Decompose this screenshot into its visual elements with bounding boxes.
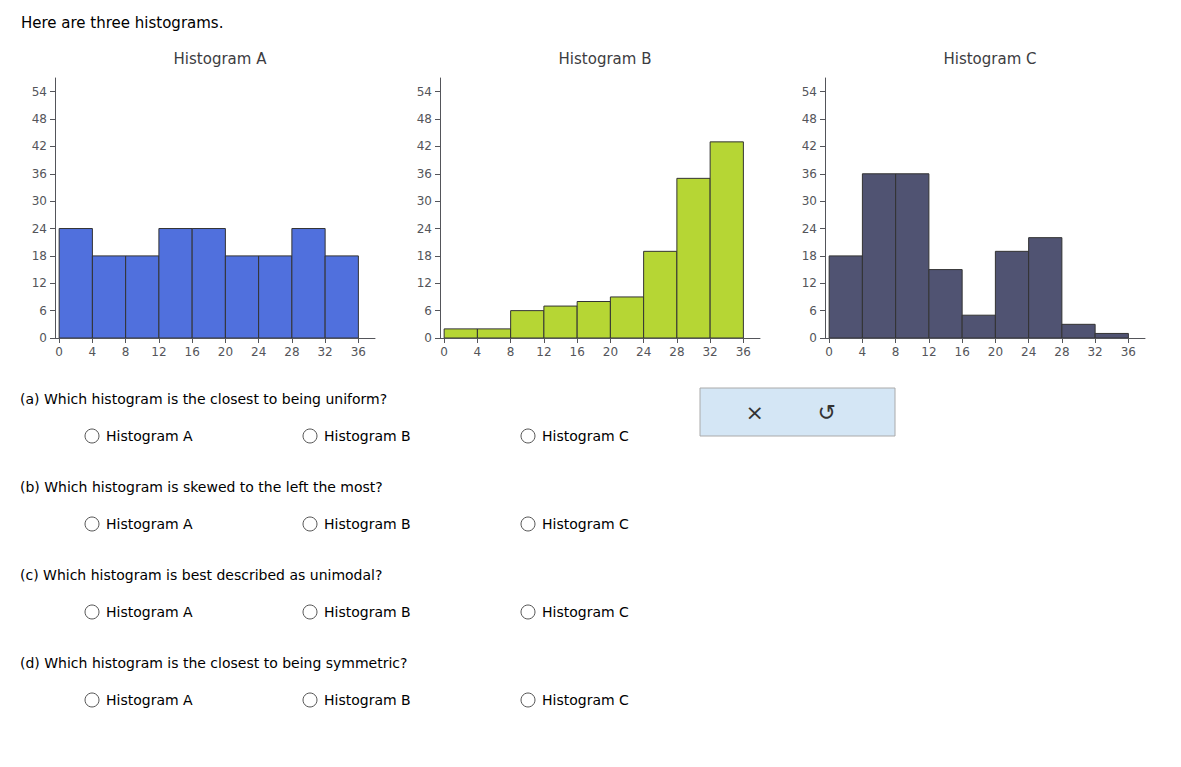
svg-text:Histogram B: Histogram B — [324, 604, 411, 620]
svg-text:42: 42 — [417, 139, 432, 153]
svg-text:0: 0 — [825, 345, 833, 359]
svg-text:20: 20 — [603, 345, 618, 359]
svg-text:0: 0 — [809, 331, 817, 345]
svg-text:54: 54 — [802, 85, 817, 99]
svg-text:36: 36 — [802, 167, 817, 181]
svg-text:0: 0 — [39, 331, 47, 345]
svg-text:20: 20 — [218, 345, 233, 359]
svg-text:48: 48 — [32, 112, 47, 126]
svg-text:42: 42 — [802, 139, 817, 153]
svg-text:30: 30 — [32, 194, 47, 208]
svg-text:36: 36 — [417, 167, 432, 181]
svg-text:16: 16 — [955, 345, 970, 359]
svg-text:24: 24 — [32, 222, 47, 236]
svg-text:12: 12 — [802, 276, 817, 290]
svg-text:Histogram B: Histogram B — [324, 692, 411, 708]
svg-text:24: 24 — [636, 345, 651, 359]
svg-text:30: 30 — [802, 194, 817, 208]
svg-text:↺: ↺ — [818, 400, 836, 425]
svg-text:48: 48 — [802, 112, 817, 126]
svg-text:0: 0 — [55, 345, 63, 359]
svg-text:54: 54 — [32, 85, 47, 99]
svg-text:0: 0 — [440, 345, 448, 359]
svg-text:6: 6 — [809, 304, 817, 318]
svg-text:24: 24 — [417, 222, 432, 236]
svg-text:18: 18 — [417, 249, 432, 263]
svg-text:8: 8 — [507, 345, 515, 359]
svg-text:12: 12 — [536, 345, 551, 359]
svg-text:Histogram A: Histogram A — [106, 604, 193, 620]
svg-text:30: 30 — [417, 194, 432, 208]
svg-text:4: 4 — [89, 345, 97, 359]
svg-text:12: 12 — [151, 345, 166, 359]
svg-text:6: 6 — [39, 304, 47, 318]
svg-text:18: 18 — [802, 249, 817, 263]
svg-text:6: 6 — [424, 304, 432, 318]
svg-text:Histogram A: Histogram A — [106, 428, 193, 444]
svg-text:4: 4 — [859, 345, 867, 359]
svg-text:42: 42 — [32, 139, 47, 153]
svg-text:54: 54 — [417, 85, 432, 99]
svg-text:Histogram C: Histogram C — [542, 604, 629, 620]
svg-text:×: × — [745, 400, 763, 425]
svg-text:12: 12 — [32, 276, 47, 290]
svg-text:28: 28 — [1054, 345, 1069, 359]
svg-text:(a) Which histogram is the clo: (a) Which histogram is the closest to be… — [20, 391, 387, 407]
svg-text:28: 28 — [284, 345, 299, 359]
svg-text:Histogram C: Histogram C — [542, 692, 629, 708]
svg-text:24: 24 — [1021, 345, 1036, 359]
svg-text:8: 8 — [122, 345, 130, 359]
svg-text:24: 24 — [802, 222, 817, 236]
svg-text:Histogram C: Histogram C — [943, 50, 1036, 68]
svg-text:16: 16 — [185, 345, 200, 359]
svg-text:24: 24 — [251, 345, 266, 359]
svg-text:36: 36 — [736, 345, 751, 359]
svg-text:36: 36 — [32, 167, 47, 181]
svg-text:(b) Which histogram is skewed: (b) Which histogram is skewed to the lef… — [20, 479, 383, 495]
svg-text:32: 32 — [1087, 345, 1102, 359]
svg-text:8: 8 — [892, 345, 900, 359]
svg-text:0: 0 — [424, 331, 432, 345]
svg-text:18: 18 — [32, 249, 47, 263]
svg-text:32: 32 — [317, 345, 332, 359]
svg-text:12: 12 — [417, 276, 432, 290]
svg-text:48: 48 — [417, 112, 432, 126]
svg-text:36: 36 — [351, 345, 366, 359]
svg-text:36: 36 — [1121, 345, 1136, 359]
svg-text:Histogram C: Histogram C — [542, 428, 629, 444]
svg-text:Histogram A: Histogram A — [106, 516, 193, 532]
svg-text:Histogram B: Histogram B — [324, 428, 411, 444]
svg-text:Histogram C: Histogram C — [542, 516, 629, 532]
svg-text:Histogram B: Histogram B — [324, 516, 411, 532]
svg-text:Histogram B: Histogram B — [559, 50, 652, 68]
svg-text:16: 16 — [570, 345, 585, 359]
svg-text:Histogram A: Histogram A — [174, 50, 268, 68]
svg-text:4: 4 — [474, 345, 482, 359]
svg-text:20: 20 — [988, 345, 1003, 359]
svg-text:Here are three histograms.: Here are three histograms. — [21, 14, 223, 32]
svg-text:Histogram A: Histogram A — [106, 692, 193, 708]
svg-text:(d) Which histogram is the clo: (d) Which histogram is the closest to be… — [20, 655, 408, 671]
svg-text:28: 28 — [669, 345, 684, 359]
svg-text:12: 12 — [921, 345, 936, 359]
svg-text:32: 32 — [702, 345, 717, 359]
svg-text:(c) Which histogram is best de: (c) Which histogram is best described as… — [20, 567, 382, 583]
